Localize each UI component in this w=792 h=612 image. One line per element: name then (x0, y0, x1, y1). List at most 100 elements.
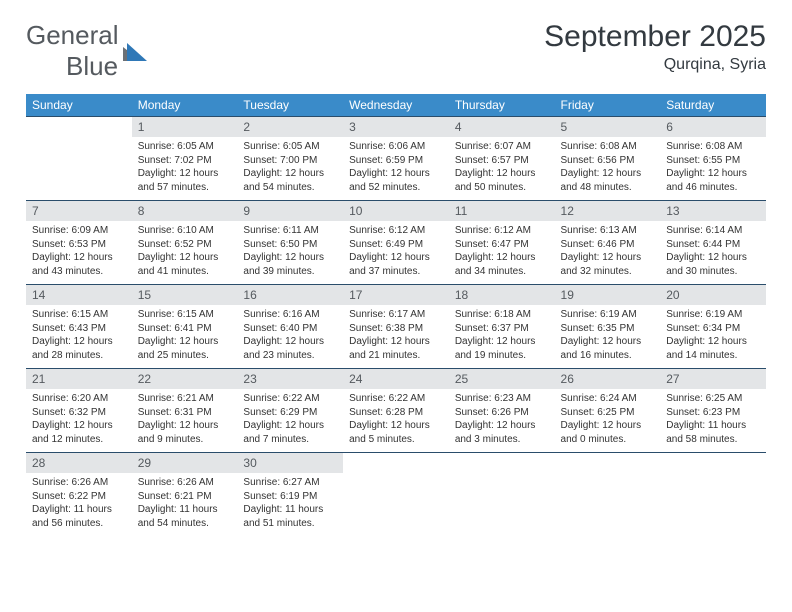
day1-text: Daylight: 12 hours (455, 251, 549, 265)
logo-triangle-icon (123, 41, 147, 61)
sunrise-text: Sunrise: 6:19 AM (561, 308, 655, 322)
daynum-cell: 24 (343, 369, 449, 390)
week-3-content-row: Sunrise: 6:20 AMSunset: 6:32 PM Daylight:… (26, 389, 766, 453)
sunset-text: Sunset: 6:47 PM (455, 238, 549, 252)
day2-text: and 43 minutes. (32, 265, 126, 279)
daynum-cell (660, 453, 766, 474)
sunset-text: Sunset: 6:46 PM (561, 238, 655, 252)
sunrise-text: Sunrise: 6:27 AM (243, 476, 337, 490)
sunrise-text: Sunrise: 6:06 AM (349, 140, 443, 154)
day-cell (26, 137, 132, 201)
day-cell: Sunrise: 6:07 AMSunset: 6:57 PMDaylight:… (449, 137, 555, 201)
day1-text: Daylight: 12 hours (561, 167, 655, 181)
title-block: September 2025 Qurqina, Syria (544, 20, 766, 74)
daynum-cell: 13 (660, 201, 766, 222)
sunset-text: Sunset: 7:02 PM (138, 154, 232, 168)
col-thursday: Thursday (449, 94, 555, 117)
day-cell: Sunrise: 6:16 AMSunset: 6:40 PMDaylight:… (237, 305, 343, 369)
day2-text: and 54 minutes. (138, 517, 232, 531)
sunset-text: Sunset: 6:50 PM (243, 238, 337, 252)
day2-text: and 58 minutes. (666, 433, 760, 447)
day2-text: and 0 minutes. (561, 433, 655, 447)
day-cell: Sunrise: 6:13 AMSunset: 6:46 PMDaylight:… (555, 221, 661, 285)
month-title: September 2025 (544, 20, 766, 54)
col-saturday: Saturday (660, 94, 766, 117)
day-cell: Sunrise: 6:09 AMSunset: 6:53 PMDaylight:… (26, 221, 132, 285)
week-1-daynum-row: 78910111213 (26, 201, 766, 222)
day1-text: Daylight: 12 hours (349, 335, 443, 349)
daynum-cell: 20 (660, 285, 766, 306)
daynum-cell: 6 (660, 117, 766, 138)
day1-text: Daylight: 12 hours (455, 419, 549, 433)
day2-text: and 32 minutes. (561, 265, 655, 279)
sunrise-text: Sunrise: 6:08 AM (666, 140, 760, 154)
daynum-cell: 21 (26, 369, 132, 390)
day2-text: and 14 minutes. (666, 349, 760, 363)
logo: General Blue (26, 20, 147, 82)
sunrise-text: Sunrise: 6:05 AM (138, 140, 232, 154)
day2-text: and 5 minutes. (349, 433, 443, 447)
day2-text: and 23 minutes. (243, 349, 337, 363)
daynum-cell (26, 117, 132, 138)
day2-text: and 19 minutes. (455, 349, 549, 363)
col-tuesday: Tuesday (237, 94, 343, 117)
day1-text: Daylight: 12 hours (455, 167, 549, 181)
sunset-text: Sunset: 6:26 PM (455, 406, 549, 420)
daynum-cell: 4 (449, 117, 555, 138)
sunrise-text: Sunrise: 6:05 AM (243, 140, 337, 154)
sunrise-text: Sunrise: 6:21 AM (138, 392, 232, 406)
sunset-text: Sunset: 6:21 PM (138, 490, 232, 504)
col-sunday: Sunday (26, 94, 132, 117)
day2-text: and 48 minutes. (561, 181, 655, 195)
day1-text: Daylight: 12 hours (138, 251, 232, 265)
day-cell (449, 473, 555, 536)
day2-text: and 34 minutes. (455, 265, 549, 279)
logo-text: General Blue (26, 20, 119, 82)
sunrise-text: Sunrise: 6:11 AM (243, 224, 337, 238)
day1-text: Daylight: 12 hours (666, 167, 760, 181)
sunrise-text: Sunrise: 6:18 AM (455, 308, 549, 322)
week-4-content-row: Sunrise: 6:26 AMSunset: 6:22 PMDaylight:… (26, 473, 766, 536)
col-friday: Friday (555, 94, 661, 117)
sunset-text: Sunset: 6:25 PM (561, 406, 655, 420)
sunrise-text: Sunrise: 6:17 AM (349, 308, 443, 322)
day1-text: Daylight: 12 hours (243, 251, 337, 265)
sunrise-text: Sunrise: 6:24 AM (561, 392, 655, 406)
day1-text: Daylight: 12 hours (138, 167, 232, 181)
day2-text: and 46 minutes. (666, 181, 760, 195)
daynum-cell: 25 (449, 369, 555, 390)
day-cell: Sunrise: 6:12 AMSunset: 6:47 PMDaylight:… (449, 221, 555, 285)
daynum-cell: 8 (132, 201, 238, 222)
page-header: General Blue September 2025 Qurqina, Syr… (26, 20, 766, 82)
sunset-text: Sunset: 6:29 PM (243, 406, 337, 420)
day-cell (660, 473, 766, 536)
day2-text: and 7 minutes. (243, 433, 337, 447)
day1-text: Daylight: 12 hours (32, 335, 126, 349)
sunset-text: Sunset: 6:32 PM (32, 406, 126, 420)
day1-text: Daylight: 12 hours (666, 251, 760, 265)
day1-text: Daylight: 12 hours (666, 335, 760, 349)
day-cell: Sunrise: 6:26 AMSunset: 6:22 PMDaylight:… (26, 473, 132, 536)
sunset-text: Sunset: 6:43 PM (32, 322, 126, 336)
day2-text: and 50 minutes. (455, 181, 549, 195)
day-cell: Sunrise: 6:08 AMSunset: 6:55 PMDaylight:… (660, 137, 766, 201)
sunrise-text: Sunrise: 6:15 AM (32, 308, 126, 322)
sunrise-text: Sunrise: 6:15 AM (138, 308, 232, 322)
day-cell: Sunrise: 6:10 AMSunset: 6:52 PMDaylight:… (132, 221, 238, 285)
day-cell: Sunrise: 6:22 AMSunset: 6:29 PMDaylight:… (237, 389, 343, 453)
daynum-cell: 7 (26, 201, 132, 222)
day1-text: Daylight: 12 hours (561, 251, 655, 265)
week-2-content-row: Sunrise: 6:15 AMSunset: 6:43 PMDaylight:… (26, 305, 766, 369)
daynum-cell: 9 (237, 201, 343, 222)
daynum-cell (555, 453, 661, 474)
sunset-text: Sunset: 6:52 PM (138, 238, 232, 252)
sunrise-text: Sunrise: 6:20 AM (32, 392, 126, 406)
daynum-cell: 30 (237, 453, 343, 474)
day2-text: and 41 minutes. (138, 265, 232, 279)
day2-text: and 12 minutes. (32, 433, 126, 447)
week-2-daynum-row: 14151617181920 (26, 285, 766, 306)
day2-text: and 9 minutes. (138, 433, 232, 447)
sunset-text: Sunset: 6:55 PM (666, 154, 760, 168)
sunrise-text: Sunrise: 6:22 AM (243, 392, 337, 406)
week-0-daynum-row: 123456 (26, 117, 766, 138)
